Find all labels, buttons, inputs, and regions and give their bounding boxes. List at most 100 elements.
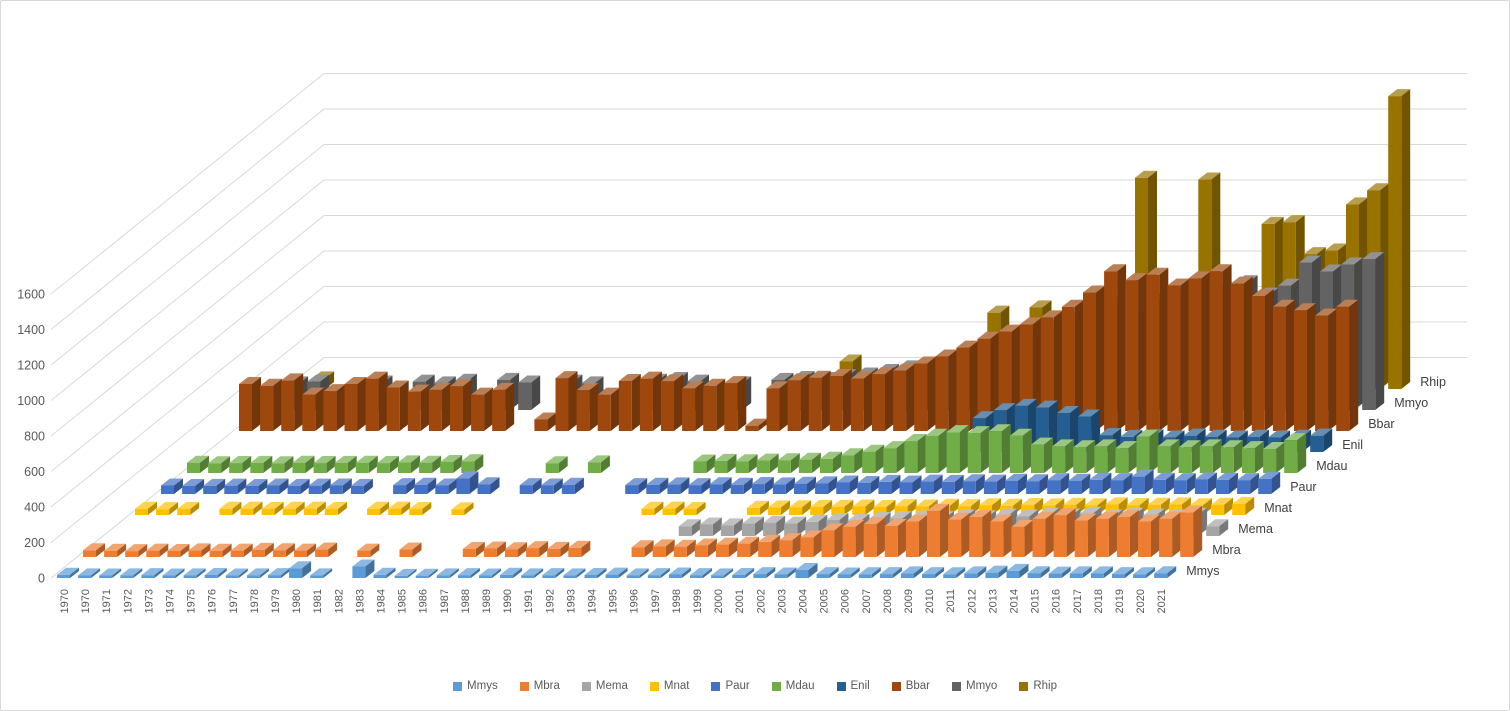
svg-text:1970: 1970 [59,589,71,613]
svg-text:1400: 1400 [17,323,45,337]
chart-legend: Mmys Mbra Mema Mnat Paur Mdau Enil Bbar Mmyo Rhip [1,680,1509,692]
svg-text:1990: 1990 [502,589,514,613]
svg-text:1986: 1986 [418,589,430,613]
svg-text:2016: 2016 [1051,589,1063,613]
svg-text:Mema: Mema [1238,522,1273,536]
svg-text:Mbra: Mbra [1212,543,1241,557]
legend-swatch-mdau [771,681,781,691]
svg-text:1985: 1985 [397,589,409,613]
x-axis-labels: 1970 1970 1971 1972 1973 1974 1975 1976 1977 1978… [59,589,1168,613]
legend-label: Mbra [533,680,560,692]
legend-label: Mmys [467,680,498,692]
svg-text:800: 800 [24,430,45,444]
svg-text:1976: 1976 [207,589,219,613]
legend-swatch-enil [836,681,846,691]
legend-label: Bbar [905,680,930,692]
legend-item-paur: Paur [711,680,750,692]
bars-Paur [161,469,1281,494]
svg-text:1987: 1987 [439,589,451,613]
legend-item-mbra: Mbra [519,680,560,692]
svg-text:1988: 1988 [460,589,472,613]
legend-swatch-paur [711,681,721,691]
bars-Mbra [83,503,1203,557]
svg-text:1993: 1993 [565,589,577,613]
legend-swatch-mmyo [952,681,961,691]
legend-item-enil: Enil [836,680,870,692]
svg-text:Paur: Paur [1290,480,1316,494]
svg-text:1973: 1973 [143,589,155,613]
svg-text:Rhip: Rhip [1420,375,1446,389]
svg-text:200: 200 [24,536,45,550]
svg-text:Bbar: Bbar [1368,417,1394,431]
svg-text:1977: 1977 [228,589,240,613]
svg-text:1979: 1979 [270,589,282,613]
svg-text:2004: 2004 [798,589,810,613]
svg-text:1971: 1971 [101,589,113,613]
legend-swatch-bbar [891,681,901,691]
svg-text:2008: 2008 [882,589,894,613]
svg-text:1983: 1983 [354,589,366,613]
svg-text:1974: 1974 [165,589,177,613]
svg-text:1970: 1970 [80,589,92,613]
svg-text:2021: 2021 [1156,589,1168,613]
svg-text:1972: 1972 [122,589,134,613]
legend-swatch-mbra [519,681,529,691]
svg-text:1980: 1980 [291,589,303,613]
legend-item-mdau: Mdau [771,680,815,692]
legend-label: Paur [725,680,750,692]
svg-text:1998: 1998 [671,589,683,613]
svg-text:1975: 1975 [186,589,198,613]
svg-text:2013: 2013 [987,589,999,613]
svg-text:400: 400 [24,501,45,515]
svg-text:2006: 2006 [840,589,852,613]
legend-item-mnat: Mnat [649,680,690,692]
svg-text:1995: 1995 [608,589,620,613]
svg-text:1978: 1978 [249,589,261,613]
svg-text:2010: 2010 [924,589,936,613]
svg-text:2012: 2012 [966,589,978,613]
svg-text:Enil: Enil [1342,438,1363,452]
svg-text:0: 0 [38,572,45,586]
svg-text:1981: 1981 [312,589,324,613]
svg-text:1997: 1997 [650,589,662,613]
y-axis-labels: 0 200 400 600 800 1000 1200 1400 1600 [17,288,45,586]
svg-text:2000: 2000 [713,589,725,613]
svg-text:2018: 2018 [1093,589,1105,613]
svg-text:Mmys: Mmys [1186,564,1219,578]
svg-text:2014: 2014 [1009,589,1021,613]
svg-text:600: 600 [24,465,45,479]
legend-swatch-mema [581,681,591,691]
legend-item-mmyo: Mmyo [952,680,997,692]
legend-label: Mmyo [966,680,998,692]
svg-text:2002: 2002 [755,589,767,613]
svg-text:2005: 2005 [819,589,831,613]
legend-item-mmys: Mmys [453,680,498,692]
bars-Mmys [57,559,1177,578]
legend-swatch-rhip [1019,681,1029,691]
svg-text:1982: 1982 [333,589,345,613]
legend-label: Enil [850,680,870,692]
legend-label: Mnat [663,680,690,692]
svg-text:2020: 2020 [1135,589,1147,613]
legend-label: Rhip [1033,680,1057,692]
legend-item-mema: Mema [581,680,628,692]
svg-text:Mnat: Mnat [1264,501,1292,515]
svg-text:2009: 2009 [903,589,915,613]
bars-Bbar [239,264,1359,431]
legend-swatch-mnat [649,681,659,691]
svg-text:1992: 1992 [544,589,556,613]
legend-label: Mema [595,680,628,692]
svg-text:1991: 1991 [523,589,535,613]
svg-text:Mdau: Mdau [1316,459,1347,473]
svg-text:1989: 1989 [481,589,493,613]
bars-Mdau [187,424,1307,473]
legend-label: Mdau [785,680,815,692]
svg-text:1996: 1996 [629,589,641,613]
svg-text:1984: 1984 [376,589,388,613]
svg-text:2001: 2001 [734,589,746,613]
svg-text:1600: 1600 [17,288,45,302]
svg-text:2015: 2015 [1030,589,1042,613]
